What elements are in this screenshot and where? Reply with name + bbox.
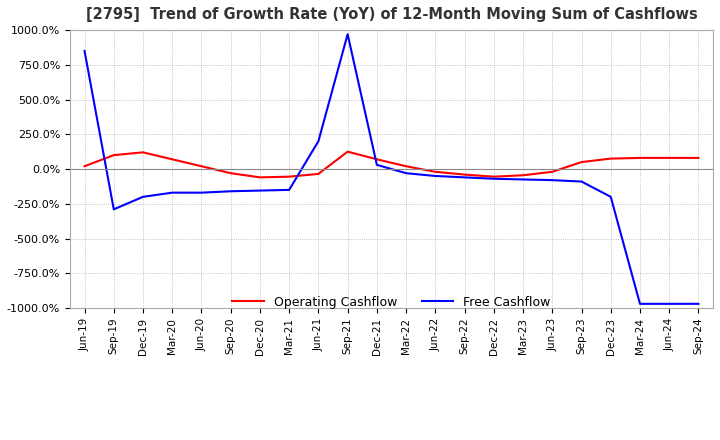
Free Cashflow	[402, 171, 410, 176]
Operating Cashflow	[109, 153, 118, 158]
Free Cashflow	[518, 177, 527, 182]
Operating Cashflow	[402, 164, 410, 169]
Operating Cashflow	[343, 149, 352, 154]
Operating Cashflow	[490, 174, 498, 180]
Line: Operating Cashflow: Operating Cashflow	[84, 152, 698, 177]
Operating Cashflow	[197, 164, 206, 169]
Line: Free Cashflow: Free Cashflow	[84, 34, 698, 304]
Free Cashflow	[694, 301, 703, 307]
Operating Cashflow	[256, 175, 264, 180]
Free Cashflow	[372, 162, 381, 168]
Free Cashflow	[577, 179, 586, 184]
Operating Cashflow	[314, 171, 323, 176]
Legend: Operating Cashflow, Free Cashflow: Operating Cashflow, Free Cashflow	[228, 290, 556, 314]
Operating Cashflow	[606, 156, 615, 161]
Operating Cashflow	[577, 159, 586, 165]
Operating Cashflow	[665, 155, 673, 161]
Free Cashflow	[197, 190, 206, 195]
Operating Cashflow	[168, 157, 176, 162]
Title: [2795]  Trend of Growth Rate (YoY) of 12-Month Moving Sum of Cashflows: [2795] Trend of Growth Rate (YoY) of 12-…	[86, 7, 698, 22]
Free Cashflow	[343, 32, 352, 37]
Free Cashflow	[460, 175, 469, 180]
Operating Cashflow	[226, 171, 235, 176]
Operating Cashflow	[694, 155, 703, 161]
Operating Cashflow	[548, 169, 557, 174]
Free Cashflow	[139, 194, 148, 199]
Free Cashflow	[168, 190, 176, 195]
Free Cashflow	[226, 189, 235, 194]
Free Cashflow	[285, 187, 294, 193]
Free Cashflow	[490, 176, 498, 181]
Free Cashflow	[431, 173, 440, 179]
Free Cashflow	[665, 301, 673, 307]
Operating Cashflow	[80, 164, 89, 169]
Free Cashflow	[80, 48, 89, 54]
Free Cashflow	[256, 188, 264, 193]
Operating Cashflow	[372, 157, 381, 162]
Free Cashflow	[606, 194, 615, 199]
Free Cashflow	[636, 301, 644, 307]
Operating Cashflow	[460, 172, 469, 177]
Operating Cashflow	[285, 174, 294, 180]
Free Cashflow	[109, 207, 118, 212]
Operating Cashflow	[518, 172, 527, 178]
Free Cashflow	[314, 139, 323, 144]
Operating Cashflow	[139, 150, 148, 155]
Operating Cashflow	[636, 155, 644, 161]
Operating Cashflow	[431, 169, 440, 174]
Free Cashflow	[548, 177, 557, 183]
